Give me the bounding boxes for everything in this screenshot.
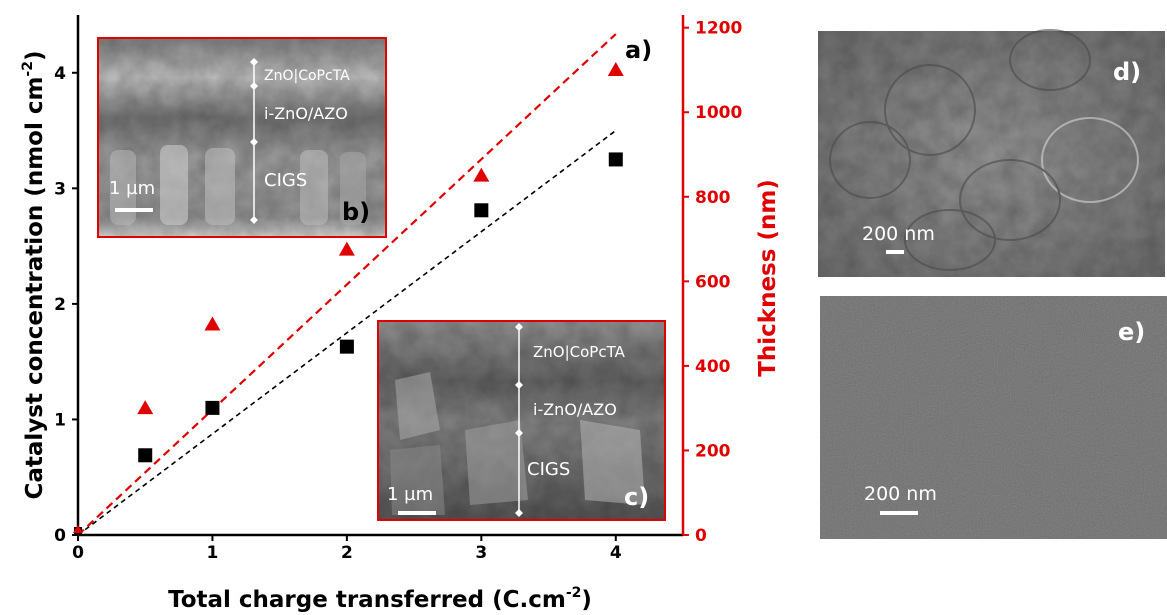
inset-b-marker-3 bbox=[250, 138, 258, 146]
thickness-point bbox=[473, 167, 490, 182]
fit-line-thickness bbox=[77, 33, 617, 536]
y-right-tick-label: 800 bbox=[695, 188, 731, 208]
thickness-point bbox=[338, 241, 355, 256]
y-left-tick-label: 3 bbox=[54, 179, 66, 199]
inset-c-panel-label: c) bbox=[624, 483, 649, 511]
panel-d: d) 200 nm bbox=[818, 29, 1165, 277]
inset-b: ZnO|CoPcTA i-ZnO/AZO CIGS 1 µm b) bbox=[97, 37, 387, 238]
inset-b-layer-2: i-ZnO/AZO bbox=[264, 104, 348, 123]
panel-e-label: e) bbox=[1118, 318, 1145, 346]
inset-b-panel-label: b) bbox=[342, 198, 370, 226]
panel-d-label: d) bbox=[1113, 58, 1141, 86]
panel-d-scale-bar bbox=[886, 250, 904, 254]
y-left-tick-label: 4 bbox=[54, 64, 66, 84]
inset-c-marker-2 bbox=[515, 381, 523, 389]
concentration-point bbox=[339, 339, 354, 354]
inset-b-scale-bar bbox=[115, 208, 153, 212]
y-axis-right-title: Thickness (nm) bbox=[755, 179, 781, 377]
y-right-tick-label: 0 bbox=[695, 526, 707, 546]
inset-c: ZnO|CoPcTA i-ZnO/AZO CIGS 1 µm c) bbox=[377, 320, 666, 521]
x-tick-label: 4 bbox=[610, 543, 622, 563]
y-right-tick-label: 400 bbox=[695, 357, 731, 377]
concentration-point bbox=[608, 152, 623, 167]
inset-b-marker-2 bbox=[250, 82, 258, 90]
y-right-tick-label: 1000 bbox=[695, 103, 742, 123]
panel-d-image bbox=[818, 31, 1165, 277]
inset-c-marker-4 bbox=[515, 509, 523, 517]
inset-c-layer-1: ZnO|CoPcTA bbox=[533, 343, 626, 361]
thickness-point bbox=[607, 61, 624, 76]
x-axis-title: Total charge transferred (C.cm-2) bbox=[168, 585, 592, 613]
thickness-origin-point bbox=[73, 525, 83, 533]
inset-b-layer-3: CIGS bbox=[264, 170, 307, 191]
inset-b-marker-4 bbox=[250, 216, 258, 224]
inset-c-layer-3: CIGS bbox=[527, 459, 570, 480]
y-left-tick-label: 0 bbox=[54, 526, 66, 546]
panel-e-image bbox=[820, 296, 1167, 539]
panel-d-grains bbox=[829, 29, 1139, 271]
x-tick-label: 3 bbox=[475, 543, 487, 563]
thickness-point bbox=[137, 400, 154, 415]
y-axis-left-title: Catalyst concentration (nmol cm-2) bbox=[20, 50, 48, 499]
inset-c-scale-bar bbox=[398, 511, 436, 515]
y-right-tick-label: 200 bbox=[695, 441, 731, 461]
fit-lines bbox=[77, 33, 617, 536]
panel-e-scale-bar bbox=[880, 511, 918, 515]
inset-b-columns bbox=[110, 145, 366, 225]
inset-c-scale-label: 1 µm bbox=[387, 484, 433, 505]
fit-line-concentration bbox=[77, 129, 617, 536]
inset-b-scale-label: 1 µm bbox=[109, 178, 155, 199]
x-tick-label: 1 bbox=[207, 543, 219, 563]
data-points bbox=[73, 61, 624, 535]
panel-e-scale-label: 200 nm bbox=[864, 483, 937, 505]
y-axis-left-title-sup: -2 bbox=[20, 61, 36, 77]
x-tick-label: 2 bbox=[341, 543, 353, 563]
x-tick-label: 0 bbox=[72, 543, 84, 563]
panel-d-scale-label: 200 nm bbox=[862, 223, 935, 245]
y-left-tick-label: 1 bbox=[54, 410, 66, 430]
concentration-point bbox=[138, 448, 153, 463]
inset-c-marker-1 bbox=[515, 323, 523, 331]
y-right-tick-label: 1200 bbox=[695, 19, 742, 39]
concentration-point bbox=[474, 203, 489, 218]
inset-c-grains bbox=[390, 372, 645, 515]
concentration-point bbox=[205, 400, 220, 415]
plot-axes bbox=[76, 15, 685, 537]
inset-b-marker-1 bbox=[250, 58, 258, 66]
y-left-tick-label: 2 bbox=[54, 295, 66, 315]
inset-b-image bbox=[98, 38, 386, 237]
inset-c-layer-2: i-ZnO/AZO bbox=[533, 400, 617, 419]
panel-e: e) 200 nm bbox=[820, 296, 1167, 539]
y-right-tick-label: 600 bbox=[695, 272, 731, 292]
ticks-layer: 0 1 2 3 4 0 1 2 3 4 0 200 400 600 800 1000 1200 bbox=[54, 19, 742, 563]
x-axis-title-sup: -2 bbox=[566, 585, 582, 601]
inset-c-marker-3 bbox=[515, 429, 523, 437]
inset-b-layer-1: ZnO|CoPcTA bbox=[264, 68, 350, 84]
thickness-point bbox=[204, 316, 221, 331]
panel-label-a: a) bbox=[625, 36, 652, 64]
